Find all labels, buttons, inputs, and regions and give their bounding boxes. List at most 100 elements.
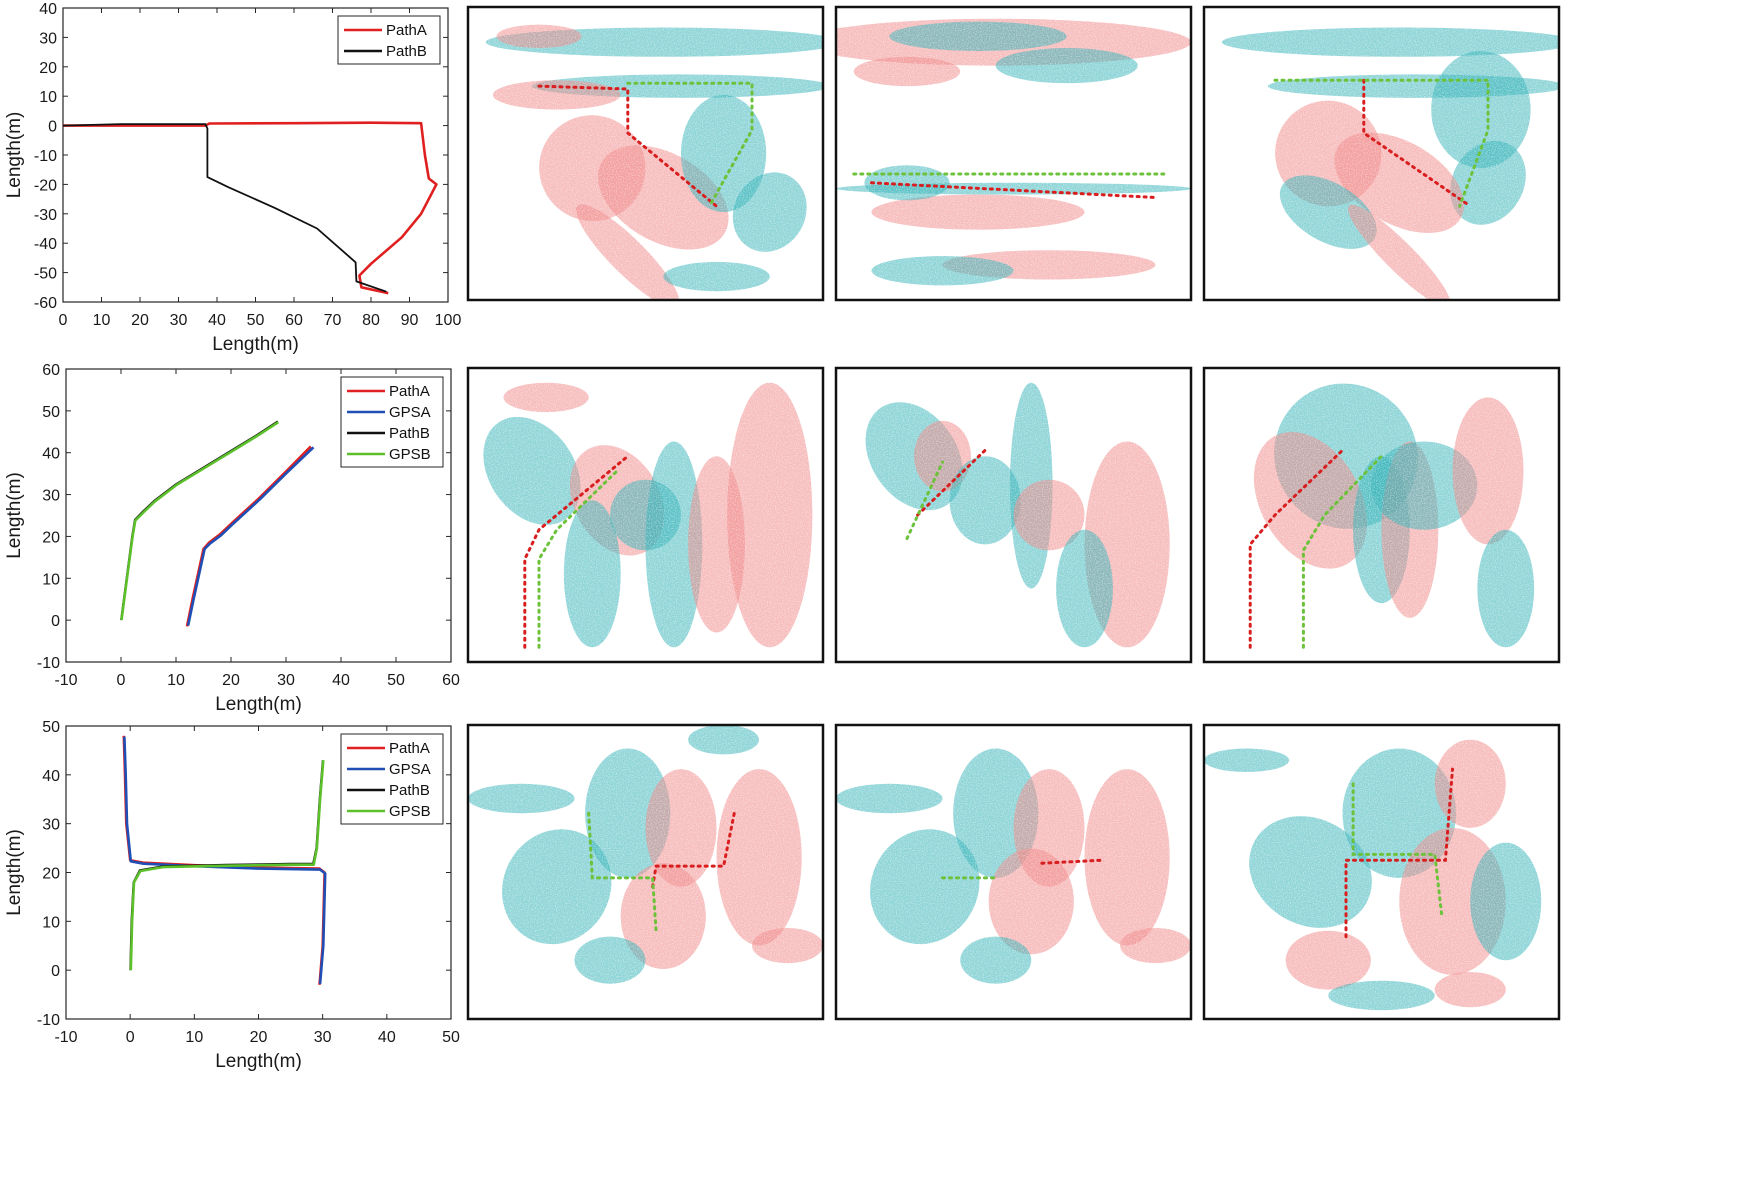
legend-entry: PathA xyxy=(389,740,430,757)
trajectory-b-dots xyxy=(1351,782,1444,918)
x-tick-label: -10 xyxy=(54,1029,77,1046)
legend: PathA GPSA PathB GPSB xyxy=(340,733,444,825)
legend-entry: PathA xyxy=(389,383,430,400)
legend-entry: PathB xyxy=(389,425,430,442)
legend-box xyxy=(337,15,441,65)
panel-frame xyxy=(834,5,1193,302)
point-cloud-map-r1c2 xyxy=(834,5,1193,302)
y-tick-label: 20 xyxy=(42,529,60,546)
y-tick-label: 30 xyxy=(42,488,60,505)
point-cloud-map-r2c1 xyxy=(466,366,825,664)
trajectory-b-dots xyxy=(905,460,944,540)
legend-entry: GPSB xyxy=(389,446,431,463)
y-tick-label: 10 xyxy=(42,914,60,931)
trajectory-a-dots xyxy=(870,181,1157,199)
series-line-gpsb xyxy=(120,421,280,621)
trajectory-chart-1: 0 10 20 30 40 50 60 70 80 90 100-60-50-40-30-20-10… xyxy=(4,1,461,355)
series-line-gpsb xyxy=(129,760,325,971)
y-tick-label: 40 xyxy=(39,1,57,18)
point-cloud-map-r1c3 xyxy=(1202,5,1561,302)
x-axis-label: Length(m) xyxy=(215,694,302,715)
y-tick-label: -60 xyxy=(34,295,57,312)
point-cloud-map-r3c3 xyxy=(1202,723,1561,1021)
x-tick-label: 100 xyxy=(435,312,462,329)
trajectory-b-dots xyxy=(1301,454,1383,649)
legend-entry: GPSA xyxy=(389,404,431,421)
cloud-texture xyxy=(836,725,1191,1019)
y-tick-label: 30 xyxy=(39,30,57,47)
x-tick-label: 30 xyxy=(170,312,188,329)
x-axis-label: Length(m) xyxy=(215,1051,302,1072)
x-tick-label: 0 xyxy=(59,312,68,329)
series-line-pathb xyxy=(62,123,387,293)
point-cloud-map-r3c2 xyxy=(834,723,1193,1021)
trajectory-a-dots xyxy=(1040,858,1104,865)
series-line-gpsa xyxy=(186,446,315,626)
trajectory-a-dots xyxy=(651,811,736,889)
cloud-texture xyxy=(1204,7,1559,300)
y-tick-label: 50 xyxy=(42,719,60,736)
trajectory-a-dots xyxy=(1248,448,1344,649)
y-tick-label: 50 xyxy=(42,404,60,421)
x-tick-label: 40 xyxy=(208,312,226,329)
legend: PathA GPSA PathB GPSB xyxy=(340,376,444,468)
legend-entry: PathB xyxy=(389,782,430,799)
panel-frame xyxy=(466,723,825,1021)
x-tick-label: 0 xyxy=(117,672,126,689)
x-tick-label: 10 xyxy=(93,312,111,329)
y-tick-label: 0 xyxy=(48,119,57,136)
cloud-texture xyxy=(468,725,823,1019)
trajectory-b-dots xyxy=(626,81,754,208)
x-tick-label: 50 xyxy=(247,312,265,329)
cloud-texture xyxy=(836,368,1191,662)
x-tick-label: 20 xyxy=(131,312,149,329)
trajectory-b-dots xyxy=(537,469,619,649)
cloud-texture xyxy=(836,7,1191,300)
panel-frame xyxy=(834,723,1193,1021)
cloud-texture xyxy=(1204,725,1559,1019)
y-tick-label: 30 xyxy=(42,817,60,834)
y-tick-label: 60 xyxy=(42,362,60,379)
legend-entry: PathA xyxy=(386,22,427,39)
y-tick-label: -30 xyxy=(34,207,57,224)
trajectory-b-dots xyxy=(1273,78,1490,208)
cloud-texture xyxy=(1204,368,1559,662)
point-cloud-map-r3c1 xyxy=(466,723,825,1021)
trajectory-chart-2: -10 0 10 20 30 40 50 60 -10 0 10 20 30 40 50 60 Length(m… xyxy=(4,362,460,715)
x-tick-label: 70 xyxy=(324,312,342,329)
y-tick-label: 0 xyxy=(51,613,60,630)
panel-frame xyxy=(1202,5,1561,302)
cloud-texture xyxy=(468,368,823,662)
x-tick-label: 90 xyxy=(401,312,419,329)
x-tick-label: 30 xyxy=(314,1029,332,1046)
point-cloud-map-r2c3 xyxy=(1202,366,1561,664)
trajectory-a-dots xyxy=(537,84,718,208)
panel-frame xyxy=(466,366,825,664)
y-tick-label: 10 xyxy=(42,571,60,588)
y-axis-label: Length(m) xyxy=(4,472,25,559)
x-tick-label: 60 xyxy=(442,672,460,689)
point-cloud-map-r1c1 xyxy=(466,5,825,302)
x-tick-label: 60 xyxy=(285,312,303,329)
legend: PathA PathB xyxy=(337,15,441,65)
y-tick-label: 20 xyxy=(42,866,60,883)
panel-frame xyxy=(1202,366,1561,664)
x-tick-label: 40 xyxy=(378,1029,396,1046)
x-tick-label: 0 xyxy=(126,1029,135,1046)
y-tick-label: -40 xyxy=(34,236,57,253)
x-tick-label: -10 xyxy=(54,672,77,689)
y-tick-label: 20 xyxy=(39,60,57,77)
legend-entry: GPSA xyxy=(389,761,431,778)
y-tick-label: 0 xyxy=(51,963,60,980)
y-tick-label: -10 xyxy=(37,655,60,672)
y-tick-label: 40 xyxy=(42,446,60,463)
x-axis-label: Length(m) xyxy=(212,334,299,355)
x-tick-label: 10 xyxy=(167,672,185,689)
cloud-texture xyxy=(468,7,823,300)
trajectory-a-dots xyxy=(916,448,987,517)
y-axis-label: Length(m) xyxy=(4,112,25,199)
trajectory-chart-3: -10 0 10 20 30 40 50 -10 0 10 20 30 40 50 Length(m) Len… xyxy=(4,719,460,1072)
x-tick-label: 30 xyxy=(277,672,295,689)
legend-entry: GPSB xyxy=(389,803,431,820)
